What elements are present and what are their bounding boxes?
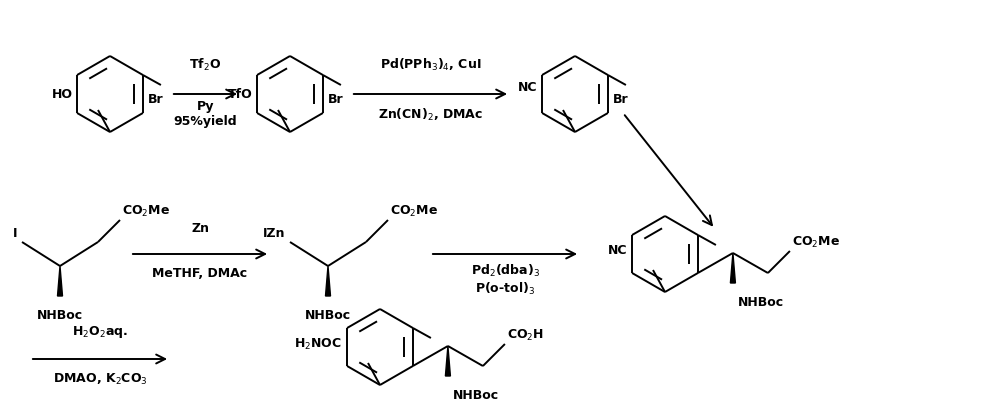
Text: Pd(PPh$_3$)$_4$, CuI: Pd(PPh$_3$)$_4$, CuI — [380, 57, 481, 73]
Text: Zn: Zn — [191, 222, 209, 234]
Text: TfO: TfO — [228, 88, 253, 101]
Text: Zn(CN)$_2$, DMAc: Zn(CN)$_2$, DMAc — [378, 107, 483, 123]
Polygon shape — [730, 254, 735, 284]
Text: HO: HO — [52, 88, 73, 101]
Text: Br: Br — [328, 93, 344, 106]
Polygon shape — [326, 266, 330, 296]
Polygon shape — [445, 346, 450, 376]
Text: MeTHF, DMAc: MeTHF, DMAc — [152, 266, 248, 279]
Text: I: I — [12, 226, 17, 239]
Polygon shape — [58, 266, 62, 296]
Text: Pd$_2$(dba)$_3$: Pd$_2$(dba)$_3$ — [471, 262, 539, 278]
Text: CO$_2$Me: CO$_2$Me — [122, 203, 170, 218]
Text: Tf$_2$O: Tf$_2$O — [189, 57, 221, 73]
Text: NC: NC — [608, 243, 627, 256]
Text: CO$_2$H: CO$_2$H — [507, 327, 544, 342]
Text: H$_2$NOC: H$_2$NOC — [294, 336, 342, 351]
Text: NHBoc: NHBoc — [37, 308, 83, 321]
Text: DMAO, K$_2$CO$_3$: DMAO, K$_2$CO$_3$ — [53, 371, 147, 386]
Text: NC: NC — [518, 81, 537, 94]
Text: NHBoc: NHBoc — [738, 295, 784, 308]
Text: CO$_2$Me: CO$_2$Me — [390, 203, 438, 218]
Text: IZn: IZn — [262, 226, 285, 239]
Text: H$_2$O$_2$aq.: H$_2$O$_2$aq. — [72, 323, 128, 339]
Text: 95%yield: 95%yield — [174, 115, 237, 128]
Text: P(o-tol)$_3$: P(o-tol)$_3$ — [475, 280, 535, 296]
Text: NHBoc: NHBoc — [453, 388, 499, 401]
Text: CO$_2$Me: CO$_2$Me — [792, 234, 840, 249]
Text: Py: Py — [197, 100, 214, 113]
Text: NHBoc: NHBoc — [305, 308, 351, 321]
Text: Br: Br — [148, 93, 164, 106]
Text: Br: Br — [613, 93, 629, 106]
